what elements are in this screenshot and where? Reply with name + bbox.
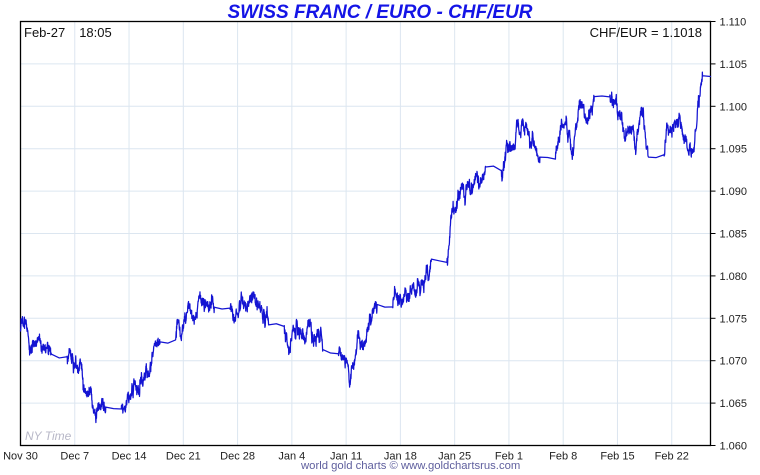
svg-text:Dec 14: Dec 14 [112,451,147,463]
svg-text:1.110: 1.110 [720,17,747,29]
svg-text:1.095: 1.095 [720,144,748,156]
svg-text:Dec 21: Dec 21 [166,451,201,463]
svg-text:1.075: 1.075 [720,313,748,325]
svg-text:1.090: 1.090 [720,186,748,198]
svg-text:1.080: 1.080 [720,271,748,283]
svg-text:1.085: 1.085 [720,229,748,241]
svg-text:1.060: 1.060 [720,441,748,453]
svg-text:Feb 15: Feb 15 [600,451,634,463]
svg-text:1.100: 1.100 [720,101,748,113]
svg-text:1.065: 1.065 [720,398,748,410]
svg-text:Dec 7: Dec 7 [60,451,89,463]
svg-text:Dec 28: Dec 28 [220,451,255,463]
svg-text:Nov 30: Nov 30 [3,451,38,463]
svg-text:1.105: 1.105 [720,59,748,71]
svg-text:Feb 22: Feb 22 [655,451,689,463]
svg-text:1.070: 1.070 [720,356,748,368]
svg-text:Feb 8: Feb 8 [549,451,577,463]
